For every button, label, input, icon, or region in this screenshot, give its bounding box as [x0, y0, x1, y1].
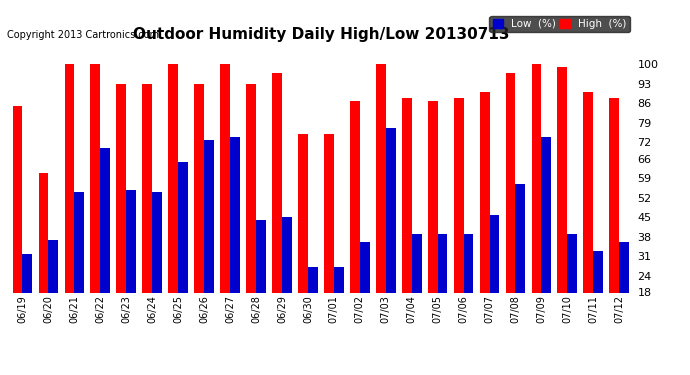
Bar: [204, 140, 214, 292]
Bar: [256, 220, 266, 292]
Bar: [230, 137, 240, 292]
Bar: [412, 234, 422, 292]
Bar: [12, 106, 23, 292]
Bar: [376, 64, 386, 292]
Legend: Low  (%), High  (%): Low (%), High (%): [489, 15, 629, 32]
Bar: [464, 234, 473, 292]
Title: Outdoor Humidity Daily High/Low 20130713: Outdoor Humidity Daily High/Low 20130713: [132, 27, 509, 42]
Bar: [609, 98, 619, 292]
Bar: [220, 64, 230, 292]
Text: Copyright 2013 Cartronics.com: Copyright 2013 Cartronics.com: [7, 30, 159, 40]
Bar: [23, 254, 32, 292]
Bar: [542, 137, 551, 292]
Bar: [350, 100, 359, 292]
Bar: [428, 100, 437, 292]
Bar: [126, 190, 136, 292]
Bar: [117, 84, 126, 292]
Bar: [90, 64, 100, 292]
Bar: [489, 214, 500, 292]
Bar: [402, 98, 412, 292]
Bar: [584, 92, 593, 292]
Bar: [64, 64, 75, 292]
Bar: [454, 98, 464, 292]
Bar: [246, 84, 256, 292]
Bar: [298, 134, 308, 292]
Bar: [437, 234, 448, 292]
Bar: [194, 84, 204, 292]
Bar: [619, 243, 629, 292]
Bar: [359, 243, 370, 292]
Bar: [272, 73, 282, 292]
Bar: [39, 173, 48, 292]
Bar: [48, 240, 58, 292]
Bar: [386, 128, 395, 292]
Bar: [593, 251, 603, 292]
Bar: [142, 84, 152, 292]
Bar: [178, 162, 188, 292]
Bar: [75, 192, 84, 292]
Bar: [558, 67, 567, 292]
Bar: [334, 267, 344, 292]
Bar: [282, 217, 292, 292]
Bar: [308, 267, 317, 292]
Bar: [567, 234, 578, 292]
Bar: [100, 148, 110, 292]
Bar: [480, 92, 489, 292]
Bar: [324, 134, 334, 292]
Bar: [515, 184, 525, 292]
Bar: [506, 73, 515, 292]
Bar: [152, 192, 162, 292]
Bar: [531, 64, 542, 292]
Bar: [168, 64, 178, 292]
